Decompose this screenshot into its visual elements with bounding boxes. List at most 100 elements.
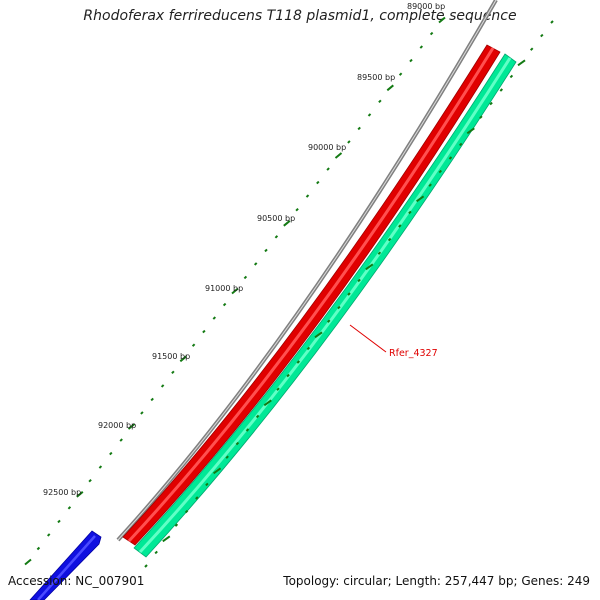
ruler-label: 90500 bp (257, 214, 295, 223)
outer-tick (378, 99, 382, 104)
outer-tick (274, 235, 279, 239)
outer-tick (150, 397, 154, 402)
inner-tick (517, 59, 526, 67)
inner-tick (326, 319, 331, 323)
outer-tick (140, 411, 144, 415)
sequence-summary: Topology: circular; Length: 257,447 bp; … (283, 574, 590, 588)
outer-tick (222, 302, 227, 307)
outer-tick (202, 329, 206, 334)
outer-tick (119, 438, 123, 442)
outer-tick (243, 275, 248, 280)
outer-tick (295, 207, 299, 212)
ruler-label: 91000 bp (205, 284, 243, 293)
ruler-label: 90000 bp (308, 143, 346, 152)
inner-tick (235, 441, 240, 446)
outer-tick (326, 167, 330, 171)
inner-tick (337, 305, 341, 310)
inner-tick (296, 360, 301, 364)
gene-feature-forward-shine (127, 47, 495, 543)
outer-tick (191, 343, 196, 347)
inner-tick (458, 142, 463, 147)
inner-tick (509, 74, 514, 79)
inner-tick (466, 127, 475, 135)
outer-tick (283, 220, 291, 227)
inner-tick (377, 251, 382, 255)
outer-tick (429, 31, 434, 36)
outer-tick (98, 465, 103, 469)
gene-feature-reverse-shine (138, 57, 512, 554)
outer-tick (398, 72, 403, 76)
inner-tick (184, 509, 189, 514)
outer-tick (386, 84, 394, 92)
outer-tick (67, 506, 72, 510)
outer-tick (171, 370, 175, 375)
outer-tick (212, 316, 217, 320)
inner-tick (398, 224, 402, 228)
ruler-labels: 89000 bp 89500 bp 90000 bp 90500 bp 91000 bp… (43, 2, 445, 497)
outer-tick (160, 384, 165, 388)
inner-tick (286, 373, 290, 378)
inner-tick (144, 564, 148, 568)
outer-ruler-ticks (24, 16, 446, 566)
outer-tick (334, 152, 343, 159)
inner-tick (499, 88, 504, 92)
gene-feature-reverse[interactable] (133, 53, 517, 558)
inner-tick (154, 550, 158, 555)
outer-tick (57, 519, 61, 524)
outer-tick (357, 126, 361, 131)
other-feature-blue-shine (37, 535, 96, 600)
ruler-label: 89500 bp (357, 73, 395, 82)
outer-tick (264, 248, 268, 253)
outer-tick (88, 478, 92, 483)
inner-tick (540, 33, 544, 38)
outer-tick (409, 58, 413, 63)
outer-tick (253, 262, 258, 266)
inner-tick (408, 210, 412, 215)
inner-tick (276, 387, 280, 391)
outer-tick (347, 140, 351, 144)
inner-tick (438, 169, 443, 174)
ruler-label: 92500 bp (43, 488, 81, 497)
inner-tick (225, 455, 229, 459)
inner-tick (306, 346, 311, 351)
outer-tick (109, 451, 113, 456)
inner-tick (489, 101, 493, 106)
inner-ruler-ticks (144, 20, 554, 568)
outer-tick (438, 16, 446, 24)
inner-tick (416, 195, 425, 203)
ruler-label: 91500 bp (152, 352, 190, 361)
inner-tick (387, 237, 392, 242)
inner-tick (245, 428, 250, 432)
outer-tick (367, 113, 372, 117)
accession-text: Accession: NC_007901 (8, 574, 145, 588)
inner-tick (365, 263, 374, 271)
outer-tick (46, 533, 51, 537)
inner-tick (255, 414, 260, 419)
outer-tick (76, 491, 84, 498)
outer-tick (36, 546, 41, 551)
inner-tick (263, 399, 272, 407)
inner-tick (195, 496, 199, 500)
inner-tick (428, 183, 432, 187)
outer-tick (316, 180, 320, 185)
outer-tick (179, 355, 187, 363)
ruler-label: 92000 bp (98, 421, 136, 430)
inner-tick (448, 156, 453, 160)
outer-tick (127, 423, 136, 430)
gene-label[interactable]: Rfer_4327 (389, 348, 438, 359)
inner-tick (205, 482, 209, 487)
ruler-label: 89000 bp (407, 2, 445, 11)
outer-tick (24, 558, 32, 566)
inner-tick (174, 523, 179, 527)
inner-tick (314, 331, 323, 339)
backbone-highlight (117, 0, 497, 541)
backbone-ring (116, 0, 498, 542)
map-title: Rhodoferax ferrireducens T118 plasmid1, … (83, 8, 517, 24)
inner-tick (162, 535, 171, 543)
outer-tick (231, 287, 239, 295)
inner-tick (213, 467, 222, 475)
outer-tick (305, 194, 310, 198)
inner-tick (550, 20, 554, 24)
